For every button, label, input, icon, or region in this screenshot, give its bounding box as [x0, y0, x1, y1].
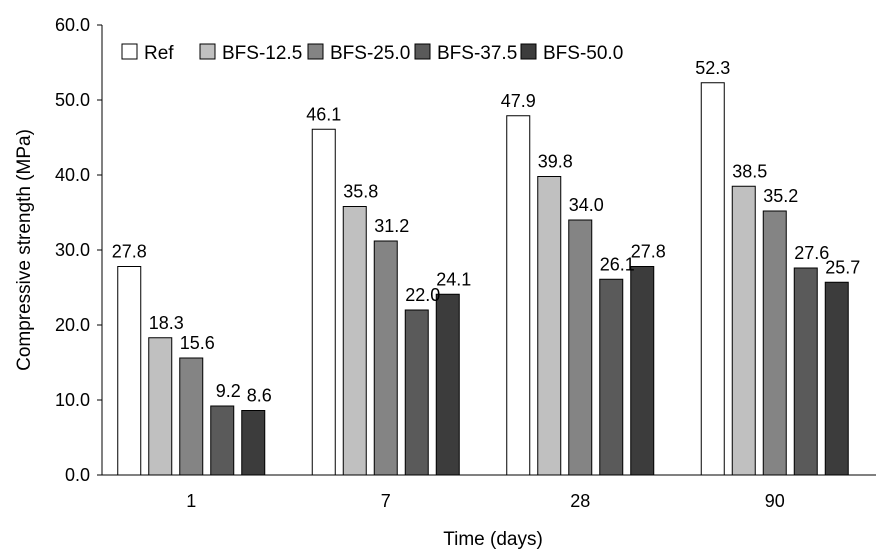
bar: [700, 82, 725, 476]
bar: [630, 266, 655, 476]
bar: [373, 240, 398, 476]
legend-swatch: [307, 43, 324, 60]
legend-swatch: [520, 43, 537, 60]
data-label: 47.9: [501, 91, 536, 111]
legend-label: BFS-50.0: [543, 43, 623, 64]
data-label: 8.6: [247, 386, 272, 406]
data-label: 46.1: [306, 104, 341, 124]
data-label: 27.8: [631, 242, 666, 262]
data-label: 34.0: [569, 195, 604, 215]
y-tick-label: 10.0: [55, 390, 90, 410]
x-tick-label: 28: [570, 491, 590, 511]
bar: [537, 176, 562, 476]
bar: [404, 309, 429, 476]
data-label: 25.7: [825, 257, 860, 277]
data-label: 35.2: [763, 186, 798, 206]
bar: [599, 278, 624, 476]
bar: [762, 210, 787, 476]
y-tick-label: 40.0: [55, 165, 90, 185]
bar: [117, 266, 142, 476]
data-label: 35.8: [343, 182, 378, 202]
legend-label: Ref: [144, 43, 174, 64]
data-label: 27.8: [112, 242, 147, 262]
y-tick-label: 0.0: [65, 465, 90, 485]
legend-label: BFS-25.0: [330, 43, 410, 64]
bar: [731, 185, 756, 476]
data-label: 26.1: [600, 254, 635, 274]
data-label: 18.3: [149, 313, 184, 333]
bar: [824, 281, 849, 476]
y-tick-label: 50.0: [55, 90, 90, 110]
bar: [210, 405, 235, 476]
data-label: 31.2: [374, 216, 409, 236]
legend: Ref BFS-12.5 BFS-25.0 BFS-37.5 BFS-50.0: [121, 43, 623, 64]
bar: [342, 206, 367, 476]
y-axis: 0.0 10.0 20.0 30.0 40.0 50.0 60.0: [55, 15, 103, 485]
legend-label: BFS-12.5: [222, 43, 302, 64]
y-tick-label: 30.0: [55, 240, 90, 260]
bar: [568, 219, 593, 476]
y-tick-label: 20.0: [55, 315, 90, 335]
legend-swatch: [121, 43, 138, 60]
bar: [148, 337, 173, 476]
bars: [117, 82, 849, 476]
x-tick-label: 90: [765, 491, 785, 511]
bar: [179, 357, 204, 476]
data-label: 24.1: [436, 269, 471, 289]
x-tick-label: 7: [381, 491, 391, 511]
data-label: 15.6: [180, 333, 215, 353]
bar: [506, 115, 531, 476]
data-label: 39.8: [538, 152, 573, 172]
bar: [311, 128, 336, 476]
data-label: 22.0: [405, 285, 440, 305]
data-label: 9.2: [216, 381, 241, 401]
bar: [435, 293, 460, 476]
legend-label: BFS-37.5: [437, 43, 517, 64]
y-axis-title: Compressive strength (MPa): [14, 129, 35, 371]
x-axis: 1 7 28 90: [102, 474, 876, 511]
data-label: 38.5: [732, 161, 767, 181]
x-tick-label: 1: [186, 491, 196, 511]
bar: [241, 410, 266, 476]
x-axis-title: Time (days): [443, 529, 543, 550]
data-labels: 27.8 46.1 47.9 52.3 18.3 35.8 39.8 38.5 15.6 31.2…: [112, 58, 861, 406]
y-tick-label: 60.0: [55, 15, 90, 35]
data-label: 52.3: [695, 58, 730, 78]
data-label: 27.6: [794, 243, 829, 263]
bar: [793, 267, 818, 476]
legend-swatch: [199, 43, 216, 60]
legend-swatch: [414, 43, 431, 60]
